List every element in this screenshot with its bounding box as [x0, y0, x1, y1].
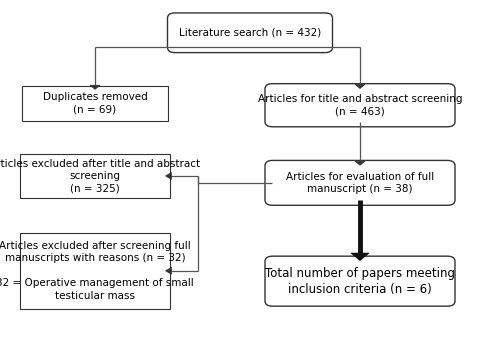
Polygon shape — [355, 85, 365, 89]
Polygon shape — [355, 161, 365, 165]
Polygon shape — [351, 253, 369, 261]
FancyBboxPatch shape — [168, 13, 332, 52]
FancyBboxPatch shape — [22, 86, 168, 121]
FancyBboxPatch shape — [20, 233, 170, 309]
FancyBboxPatch shape — [265, 256, 455, 306]
FancyBboxPatch shape — [265, 84, 455, 127]
FancyBboxPatch shape — [265, 160, 455, 205]
Text: Articles for title and abstract screening
(n = 463): Articles for title and abstract screenin… — [258, 94, 462, 116]
Text: Articles excluded after title and abstract
screening
(n = 325): Articles excluded after title and abstra… — [0, 159, 200, 193]
Polygon shape — [166, 267, 172, 274]
Text: Duplicates removed
(n = 69): Duplicates removed (n = 69) — [42, 92, 148, 115]
FancyBboxPatch shape — [20, 155, 170, 197]
Polygon shape — [166, 172, 172, 179]
Polygon shape — [90, 85, 100, 89]
Text: Articles for evaluation of full
manuscript (n = 38): Articles for evaluation of full manuscri… — [286, 172, 434, 194]
Text: Literature search (n = 432): Literature search (n = 432) — [179, 28, 321, 38]
Text: Articles excluded after screening full
manuscripts with reasons (n = 32)

32 = O: Articles excluded after screening full m… — [0, 241, 194, 300]
Text: Total number of papers meeting
inclusion criteria (n = 6): Total number of papers meeting inclusion… — [265, 267, 455, 296]
